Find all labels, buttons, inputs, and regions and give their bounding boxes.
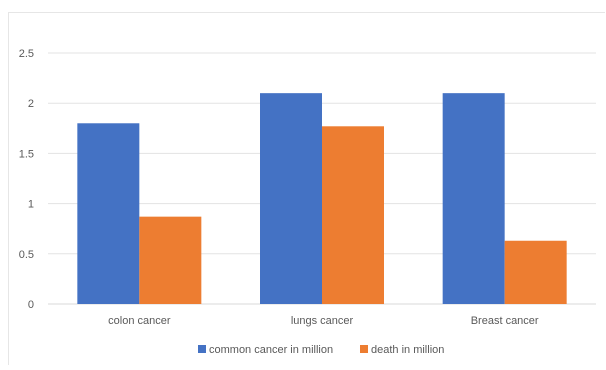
chart-border-left — [8, 12, 9, 365]
bar-common-cancer-1 — [260, 93, 322, 304]
y-tick-label: 1.5 — [19, 148, 34, 160]
legend-swatch — [360, 345, 368, 353]
bar-death-2 — [504, 240, 567, 304]
y-tick-label: 0.5 — [19, 249, 34, 261]
bar-death-0 — [139, 216, 202, 304]
bar-death-1 — [322, 126, 384, 305]
y-tick-label: 0 — [28, 299, 34, 311]
y-tick-label: 2 — [28, 98, 34, 110]
y-tick-label: 1 — [28, 199, 34, 211]
y-tick-label: 2.5 — [19, 48, 34, 60]
bars — [77, 93, 567, 305]
legend-swatch — [198, 345, 206, 353]
bar-common-cancer-0 — [77, 123, 140, 304]
bar-common-cancer-2 — [442, 93, 505, 304]
x-tick-label: lungs cancer — [291, 315, 354, 327]
chart-border-top — [8, 12, 605, 13]
legend-label: common cancer in million — [209, 344, 333, 356]
y-axis-ticks: 0 0.5 1 1.5 2 2.5 — [19, 48, 34, 311]
x-axis-ticks: colon cancer lungs cancer Breast cancer — [108, 315, 539, 327]
legend: common cancer in million death in million — [198, 344, 444, 356]
x-tick-label: colon cancer — [108, 315, 171, 327]
legend-label: death in million — [371, 344, 444, 356]
x-tick-label: Breast cancer — [471, 315, 539, 327]
